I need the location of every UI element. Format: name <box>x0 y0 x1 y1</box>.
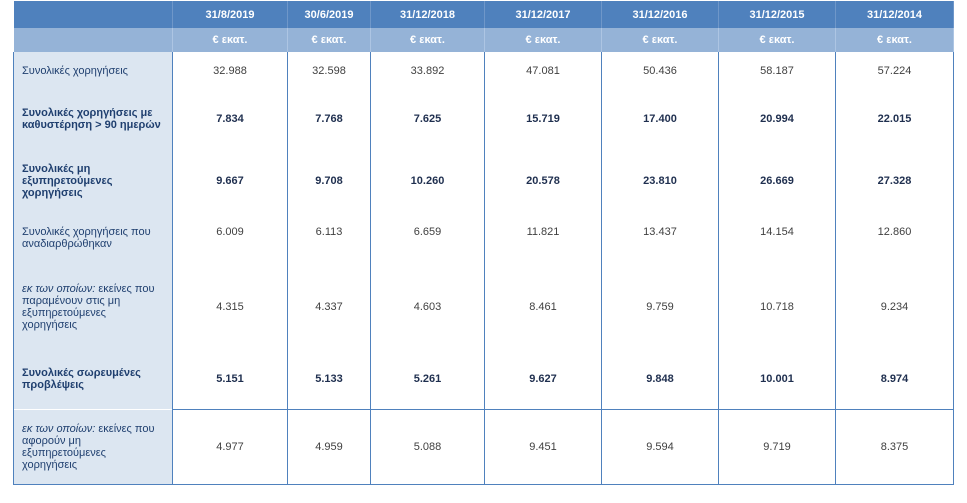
row-label-italic: εκ των οποίων: <box>22 282 96 295</box>
cell-value: 27.328 <box>835 149 954 212</box>
table-row: Συνολικές χορηγήσεις που αναδιαρθρώθηκαν… <box>13 212 954 264</box>
table-row: εκ των οποίων: εκείνες που αφορούν μη εξ… <box>13 408 954 485</box>
cell-value: 4.603 <box>370 264 485 349</box>
cell-value: 9.719 <box>718 408 836 485</box>
row-label: Συνολικές σωρευμένες προβλέψεις <box>13 349 173 409</box>
row-label: Συνολικές χορηγήσεις <box>13 52 173 89</box>
unit-label: € εκατ. <box>601 28 719 52</box>
cell-value: 6.659 <box>370 212 485 264</box>
row-label-text: Συνολικές χορηγήσεις <box>22 64 128 77</box>
header-empty <box>13 1 173 28</box>
cell-value: 57.224 <box>835 52 954 89</box>
cell-value: 7.768 <box>287 89 371 149</box>
cell-value: 58.187 <box>718 52 836 89</box>
row-label-text: Συνολικές χορηγήσεις που αναδιαρθρώθηκαν <box>22 226 151 250</box>
row-label: Συνολικές χορηγήσεις που αναδιαρθρώθηκαν <box>13 212 173 264</box>
row-label: Συνολικές μη εξυπηρετούμενες χορηγήσεις <box>13 149 173 212</box>
cell-value: 4.977 <box>172 408 288 485</box>
cell-value: 6.009 <box>172 212 288 264</box>
cell-value: 5.261 <box>370 349 485 409</box>
cell-value: 4.337 <box>287 264 371 349</box>
cell-value: 15.719 <box>484 89 602 149</box>
cell-value: 10.718 <box>718 264 836 349</box>
cell-value: 9.451 <box>484 408 602 485</box>
cell-value: 5.133 <box>287 349 371 409</box>
table-row: εκ των οποίων: εκείνες που παραμένουν στ… <box>13 264 954 349</box>
cell-value: 8.375 <box>835 408 954 485</box>
cell-value: 6.113 <box>287 212 371 264</box>
cell-value: 4.315 <box>172 264 288 349</box>
column-header: 31/12/2015 <box>718 1 836 28</box>
column-header: 31/8/2019 <box>172 1 288 28</box>
row-label-italic: εκ των οποίων: <box>22 422 96 435</box>
unit-row: € εκατ. € εκατ. € εκατ. € εκατ. € εκατ. € εκα… <box>13 28 954 52</box>
cell-value: 5.151 <box>172 349 288 409</box>
cell-value: 9.594 <box>601 408 719 485</box>
table-row: Συνολικές χορηγήσεις 32.988 32.598 33.892 47… <box>13 52 954 89</box>
table-row: Συνολικές μη εξυπηρετούμενες χορηγήσεις 9… <box>13 149 954 212</box>
row-label-text: Συνολικές χορηγήσεις με καθυστέρηση > 90… <box>22 107 161 131</box>
cell-value: 10.001 <box>718 349 836 409</box>
cell-value: 11.821 <box>484 212 602 264</box>
cell-value: 47.081 <box>484 52 602 89</box>
cell-value: 20.578 <box>484 149 602 212</box>
cell-value: 7.834 <box>172 89 288 149</box>
cell-value: 9.667 <box>172 149 288 212</box>
unit-label: € εκατ. <box>835 28 954 52</box>
cell-value: 14.154 <box>718 212 836 264</box>
header-row: 31/8/2019 30/6/2019 31/12/2018 31/12/2017 31… <box>13 1 954 28</box>
cell-value: 10.260 <box>370 149 485 212</box>
row-label: εκ των οποίων: εκείνες που παραμένουν στ… <box>13 264 173 349</box>
unit-empty <box>13 28 173 52</box>
loans-table: 31/8/2019 30/6/2019 31/12/2018 31/12/2017 31… <box>13 1 954 485</box>
cell-value: 9.627 <box>484 349 602 409</box>
row-label-text: εκείνες που αφορούν μη εξυπηρετούμενες χ… <box>22 422 155 471</box>
cell-value: 33.892 <box>370 52 485 89</box>
unit-label: € εκατ. <box>718 28 836 52</box>
cell-value: 32.988 <box>172 52 288 89</box>
cell-value: 17.400 <box>601 89 719 149</box>
table-row: Συνολικές χορηγήσεις με καθυστέρηση > 90… <box>13 89 954 149</box>
cell-value: 20.994 <box>718 89 836 149</box>
cell-value: 13.437 <box>601 212 719 264</box>
cell-value: 8.974 <box>835 349 954 409</box>
cell-value: 50.436 <box>601 52 719 89</box>
cell-value: 9.234 <box>835 264 954 349</box>
column-header: 30/6/2019 <box>287 1 371 28</box>
column-header: 31/12/2016 <box>601 1 719 28</box>
cell-value: 32.598 <box>287 52 371 89</box>
table-row: Συνολικές σωρευμένες προβλέψεις 5.151 5.13… <box>13 349 954 409</box>
row-label: εκ των οποίων: εκείνες που αφορούν μη εξ… <box>13 408 173 485</box>
cell-value: 5.088 <box>370 408 485 485</box>
unit-label: € εκατ. <box>370 28 485 52</box>
column-header: 31/12/2018 <box>370 1 485 28</box>
cell-value: 9.848 <box>601 349 719 409</box>
unit-label: € εκατ. <box>484 28 602 52</box>
column-header: 31/12/2017 <box>484 1 602 28</box>
cell-value: 8.461 <box>484 264 602 349</box>
cell-value: 4.959 <box>287 408 371 485</box>
column-header: 31/12/2014 <box>835 1 954 28</box>
cell-value: 7.625 <box>370 89 485 149</box>
row-label-text: Συνολικές μη εξυπηρετούμενες χορηγήσεις <box>22 162 113 199</box>
row-label-text: εκείνες που παραμένουν στις μη εξυπηρετο… <box>22 282 155 331</box>
cell-value: 26.669 <box>718 149 836 212</box>
cell-value: 23.810 <box>601 149 719 212</box>
unit-label: € εκατ. <box>287 28 371 52</box>
row-label-text: Συνολικές σωρευμένες προβλέψεις <box>22 366 141 391</box>
row-label: Συνολικές χορηγήσεις με καθυστέρηση > 90… <box>13 89 173 149</box>
unit-label: € εκατ. <box>172 28 288 52</box>
cell-value: 12.860 <box>835 212 954 264</box>
cell-value: 9.759 <box>601 264 719 349</box>
cell-value: 9.708 <box>287 149 371 212</box>
cell-value: 22.015 <box>835 89 954 149</box>
